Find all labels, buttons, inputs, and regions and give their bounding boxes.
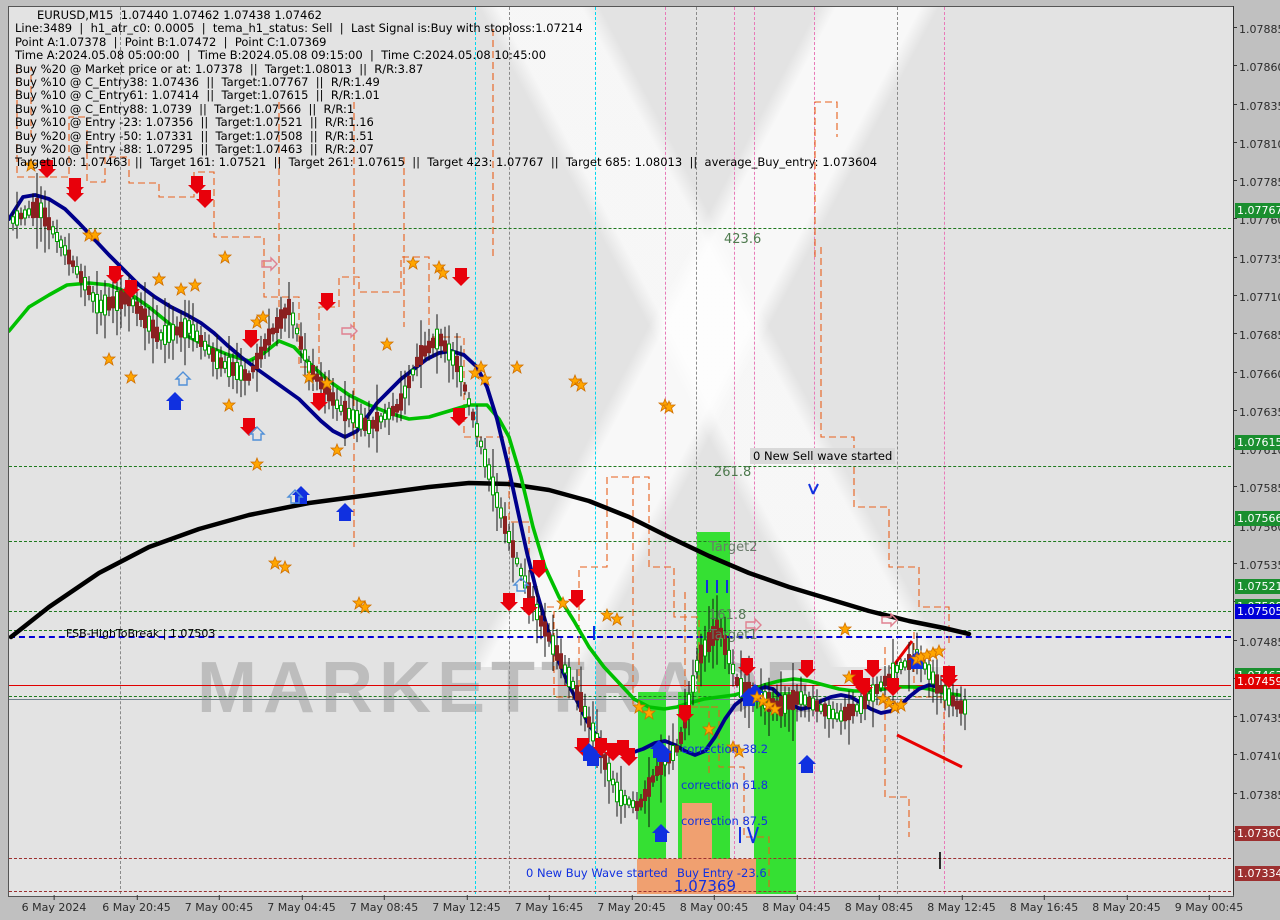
time-tick: 7 May 12:45: [432, 895, 501, 914]
header-line-11: Target100: 1.07463 || Target 161: 1.0752…: [15, 155, 878, 170]
time-tick: 8 May 00:45: [680, 895, 748, 914]
hline-target1: [9, 630, 1231, 631]
price-label-target[interactable]: 1.07566: [1235, 510, 1280, 526]
zone-entry-orange-3: [712, 859, 756, 894]
price-tick: 1.07710: [1233, 291, 1280, 304]
vline-pink-2: [734, 7, 735, 894]
hline-level-dark-2: [9, 891, 1231, 892]
time-tick: 8 May 20:45: [1092, 895, 1161, 914]
time-tick: 8 May 08:45: [845, 895, 913, 914]
time-tick: 7 May 00:45: [185, 895, 253, 914]
vline-gray-3: [696, 7, 697, 894]
header-line-1: Line:3489 | h1_atr_c0: 0.0005 | tema_h1_…: [15, 21, 583, 36]
price-tick: 1.07860: [1233, 61, 1280, 74]
chart-header-info: EURUSD,M15 1.07440 1.07462 1.07438 1.074…: [15, 8, 878, 170]
time-tick: 9 May 00:45: [1175, 895, 1243, 914]
price-label-stop[interactable]: 1.07459: [1235, 674, 1280, 690]
header-line-2: Point A:1.07378 | Point B:1.07472 | Poin…: [15, 34, 327, 49]
time-tick: 8 May 04:45: [762, 895, 831, 914]
header-line-8: Buy %10 @ Entry -23: 1.07356 || Target:1…: [15, 115, 374, 130]
hline-fib-161: [9, 611, 1231, 612]
label-target1: Target1: [709, 628, 758, 643]
header-line-6: Buy %10 @ C_Entry61: 1.07414 || Target:1…: [15, 88, 380, 103]
price-tick: 1.07585: [1233, 482, 1280, 495]
price-tick: 1.07635: [1233, 406, 1280, 419]
price-label-target[interactable]: 1.07767: [1235, 202, 1280, 218]
price-tick: 1.07660: [1233, 368, 1280, 381]
price-label-target[interactable]: 1.07521: [1235, 579, 1280, 595]
hline-level-dark-1: [9, 858, 1231, 859]
time-tick: 7 May 04:45: [267, 895, 336, 914]
label-fsb-hightobreak: FSB-HighToBreak | 1.07503: [66, 627, 216, 640]
price-label-target[interactable]: 1.07615: [1235, 435, 1280, 451]
hline-fsb-blue: [9, 636, 1231, 638]
label-buy-entry: Buy Entry -23.6: [677, 866, 767, 880]
price-tick: 1.07835: [1233, 100, 1280, 113]
vline-gray-1: [120, 7, 121, 894]
header-line-7: Buy %10 @ C_Entry88: 1.0739 || Target:1.…: [15, 101, 355, 116]
header-line-4: Buy %20 @ Market price or at: 1.07378 ||…: [15, 61, 424, 76]
price-tick: 1.07535: [1233, 559, 1280, 572]
label-new-sell-wave: 0 New Sell wave started: [750, 448, 896, 464]
header-line-3: Time A:2024.05.08 05:00:00 | Time B:2024…: [15, 48, 547, 63]
vline-pink-1: [665, 7, 666, 894]
label-correction-61: correction 61.8: [681, 778, 769, 792]
hline-fib-261: [9, 466, 1231, 467]
header-line-5: Buy %10 @ C_Entry38: 1.07436 || Target:1…: [15, 75, 380, 90]
time-axis[interactable]: 6 May 2024 6 May 20:45 7 May 00:45 7 May 04…: [8, 895, 1280, 920]
chart-graphics: [9, 29, 972, 887]
time-tick: 6 May 2024: [22, 895, 86, 914]
price-tick: 1.07735: [1233, 253, 1280, 266]
label-buy-price: 1.07369: [674, 877, 737, 894]
price-axis[interactable]: 1.07885 1.07860 1.07835 1.07810 1.07785 1.077…: [1233, 6, 1280, 895]
header-line-0: EURUSD,M15 1.07440 1.07462 1.07438 1.074…: [37, 8, 322, 22]
time-tick: 8 May 12:45: [927, 895, 996, 914]
price-label-bid[interactable]: 1.07334: [1235, 865, 1280, 881]
price-label-level[interactable]: 1.07360: [1235, 825, 1280, 841]
label-new-buy-wave: 0 New Buy Wave started: [526, 866, 668, 880]
hline-target2: [9, 541, 1231, 542]
time-tick: 7 May 08:45: [350, 895, 418, 914]
time-tick: 8 May 16:45: [1010, 895, 1078, 914]
label-fib-423: 423.6: [724, 232, 762, 247]
label-target2: Target2: [709, 540, 758, 555]
label-correction-87: correction 87.5: [681, 814, 769, 828]
price-tick: 1.07810: [1233, 138, 1280, 151]
header-line-9: Buy %20 @ Entry -50: 1.07331 || Target:1…: [15, 128, 374, 143]
vline-cyan-1: [475, 7, 476, 894]
header-line-10: Buy %20 @ Entry -88: 1.07295 || Target:1…: [15, 142, 374, 157]
price-tick: 1.07385: [1233, 789, 1280, 802]
zone-entry-orange-2: [637, 859, 683, 894]
time-tick: 6 May 20:45: [102, 895, 171, 914]
price-tick: 1.07485: [1233, 636, 1280, 649]
zone-entry-orange-1: [682, 803, 712, 894]
price-tick: 1.07685: [1233, 329, 1280, 342]
price-tick: 1.07785: [1233, 176, 1280, 189]
vline-gray-4: [897, 7, 898, 894]
vline-pink-5: [944, 7, 945, 894]
hline-fib-423: [9, 228, 1231, 229]
label-correction-38: correction 38.2: [681, 742, 769, 756]
label-fib-161: 161.8: [709, 608, 747, 623]
price-tick: 1.07435: [1233, 712, 1280, 725]
price-axis-line: [1233, 6, 1234, 895]
time-tick: 7 May 16:45: [515, 895, 583, 914]
price-label-fsb[interactable]: 1.07505: [1235, 603, 1280, 619]
price-tick: 1.07885: [1233, 23, 1280, 36]
chart-frame[interactable]: MARKETTRADE: [8, 6, 1234, 897]
time-tick: 7 May 20:45: [597, 895, 666, 914]
hline-target100: [9, 696, 1231, 697]
price-tick: 1.07410: [1233, 750, 1280, 763]
hline-ask-gray: [9, 699, 1231, 700]
label-fib-261: 261.8: [714, 465, 752, 480]
vline-cyan-2: [595, 7, 596, 894]
